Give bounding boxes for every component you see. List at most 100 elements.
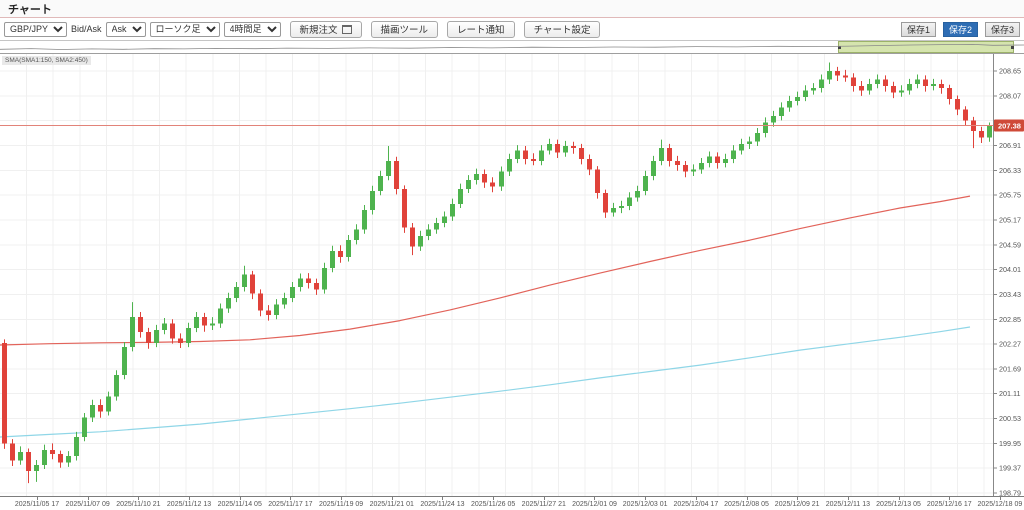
candle-body	[98, 404, 103, 412]
popup-window-icon	[341, 24, 352, 34]
candle-body	[314, 282, 319, 290]
x-axis-tick	[341, 497, 343, 500]
x-axis-label: 2025/12/11 13	[825, 501, 870, 508]
candle-body	[394, 160, 399, 189]
bid-ask-label: Bid/Ask	[71, 24, 102, 34]
candle-body	[82, 417, 87, 437]
save-slot-1-button[interactable]: 保存1	[900, 21, 936, 37]
minimap-selection[interactable]	[838, 41, 1014, 53]
chart-area[interactable]: SMA(SMA1:150, SMA2:450) 208.65 208.07 206.…	[0, 54, 1024, 498]
candle-body	[715, 156, 720, 164]
x-axis-tick	[949, 497, 951, 500]
candle-body	[987, 125, 992, 138]
candle-body	[731, 150, 736, 159]
candle-body	[306, 278, 311, 283]
x-axis-label: 2025/12/16 17	[926, 501, 972, 508]
toolbar: GBP/JPY Bid/Ask Ask ローソク足 4時間足 新規注文 描画ツー…	[0, 18, 1024, 40]
candle-body	[755, 133, 760, 142]
y-axis-label: 206.33	[999, 166, 1021, 175]
x-axis-tick	[847, 497, 849, 500]
x-axis-label: 2025/11/05 17	[14, 501, 60, 508]
candle-body	[947, 88, 952, 99]
sma1-line	[0, 195, 971, 346]
candle-body	[683, 165, 688, 172]
candle-body	[402, 188, 407, 228]
symbol-select[interactable]: GBP/JPY	[4, 21, 67, 37]
candle-body	[563, 145, 568, 153]
y-axis-label: 204.01	[999, 265, 1021, 274]
sma2-line	[0, 326, 971, 438]
candle-body	[122, 347, 127, 375]
candle-body	[426, 229, 431, 236]
candle-body	[819, 79, 824, 89]
x-axis-tick	[999, 497, 1001, 500]
chart-settings-button[interactable]: チャート設定	[523, 20, 601, 38]
candle-body	[827, 71, 832, 80]
candle-body	[418, 235, 423, 247]
x-axis-tick	[594, 497, 596, 500]
minimap-handle-right[interactable]	[1011, 46, 1014, 49]
new-order-button[interactable]: 新規注文	[289, 20, 362, 38]
x-axis-label: 2025/11/19 09	[318, 501, 364, 508]
candle-body	[338, 250, 343, 258]
x-axis-label: 2025/12/09 21	[774, 501, 820, 508]
candle-body	[619, 205, 624, 209]
minimap-handle-left[interactable]	[838, 46, 841, 49]
x-axis-label: 2025/12/18 09	[977, 501, 1023, 508]
save-slot-3-button[interactable]: 保存3	[984, 21, 1020, 37]
candle-body	[290, 287, 295, 298]
candle-body	[843, 75, 848, 78]
candle-body	[458, 188, 463, 204]
y-axis-label: 202.27	[999, 340, 1021, 349]
y-axis-label: 200.53	[999, 414, 1021, 423]
draw-tools-button[interactable]: 描画ツール	[370, 20, 439, 38]
timeframe-select[interactable]: 4時間足	[223, 21, 281, 37]
x-axis-label: 2025/11/24 13	[420, 501, 465, 508]
candle-body	[266, 310, 271, 316]
candle-body	[162, 323, 167, 330]
chart-minimap[interactable]	[0, 40, 1024, 54]
candle-body	[490, 182, 495, 187]
y-axis-label: 198.79	[999, 489, 1021, 496]
candle-body	[739, 143, 744, 151]
candle-body	[811, 88, 816, 91]
candle-body	[114, 374, 119, 397]
candle-body	[322, 267, 327, 290]
candle-body	[883, 79, 888, 87]
candle-body	[450, 203, 455, 217]
candle-body	[851, 77, 856, 87]
candle-body	[410, 227, 415, 247]
candle-body	[515, 150, 520, 159]
chart-type-select[interactable]: ローソク足	[149, 21, 220, 37]
candle-body	[675, 160, 680, 166]
candle-body	[330, 250, 335, 268]
x-axis-label: 2025/11/10 21	[116, 501, 161, 508]
candle-body	[707, 156, 712, 164]
candle-body	[771, 116, 776, 123]
candle-body	[482, 173, 487, 183]
x-axis-tick	[189, 497, 191, 500]
x-axis-label: 2025/11/26 05	[470, 501, 516, 508]
candle-body	[50, 449, 55, 455]
candle-body	[779, 107, 784, 117]
candle-body	[474, 173, 479, 181]
candle-body	[659, 148, 664, 161]
x-axis-tick	[87, 497, 89, 500]
save-slot-2-button[interactable]: 保存2	[942, 21, 978, 37]
candle-body	[923, 79, 928, 87]
candle-body	[442, 216, 447, 224]
rate-alert-button[interactable]: レート通知	[447, 20, 515, 38]
candle-body	[58, 454, 63, 463]
candle-body	[555, 143, 560, 153]
x-axis-label: 2025/12/13 05	[876, 501, 921, 508]
candle-body	[34, 464, 39, 472]
x-axis-tick	[645, 497, 647, 500]
candle-body	[226, 297, 231, 309]
x-axis-label: 2025/11/27 21	[521, 501, 566, 508]
candle-body	[955, 98, 960, 110]
candle-body	[370, 190, 375, 211]
y-axis-label: 208.65	[999, 67, 1021, 76]
candle-body	[90, 404, 95, 418]
y-axis-label: 205.17	[999, 216, 1021, 225]
bid-ask-select[interactable]: Ask	[105, 21, 146, 37]
